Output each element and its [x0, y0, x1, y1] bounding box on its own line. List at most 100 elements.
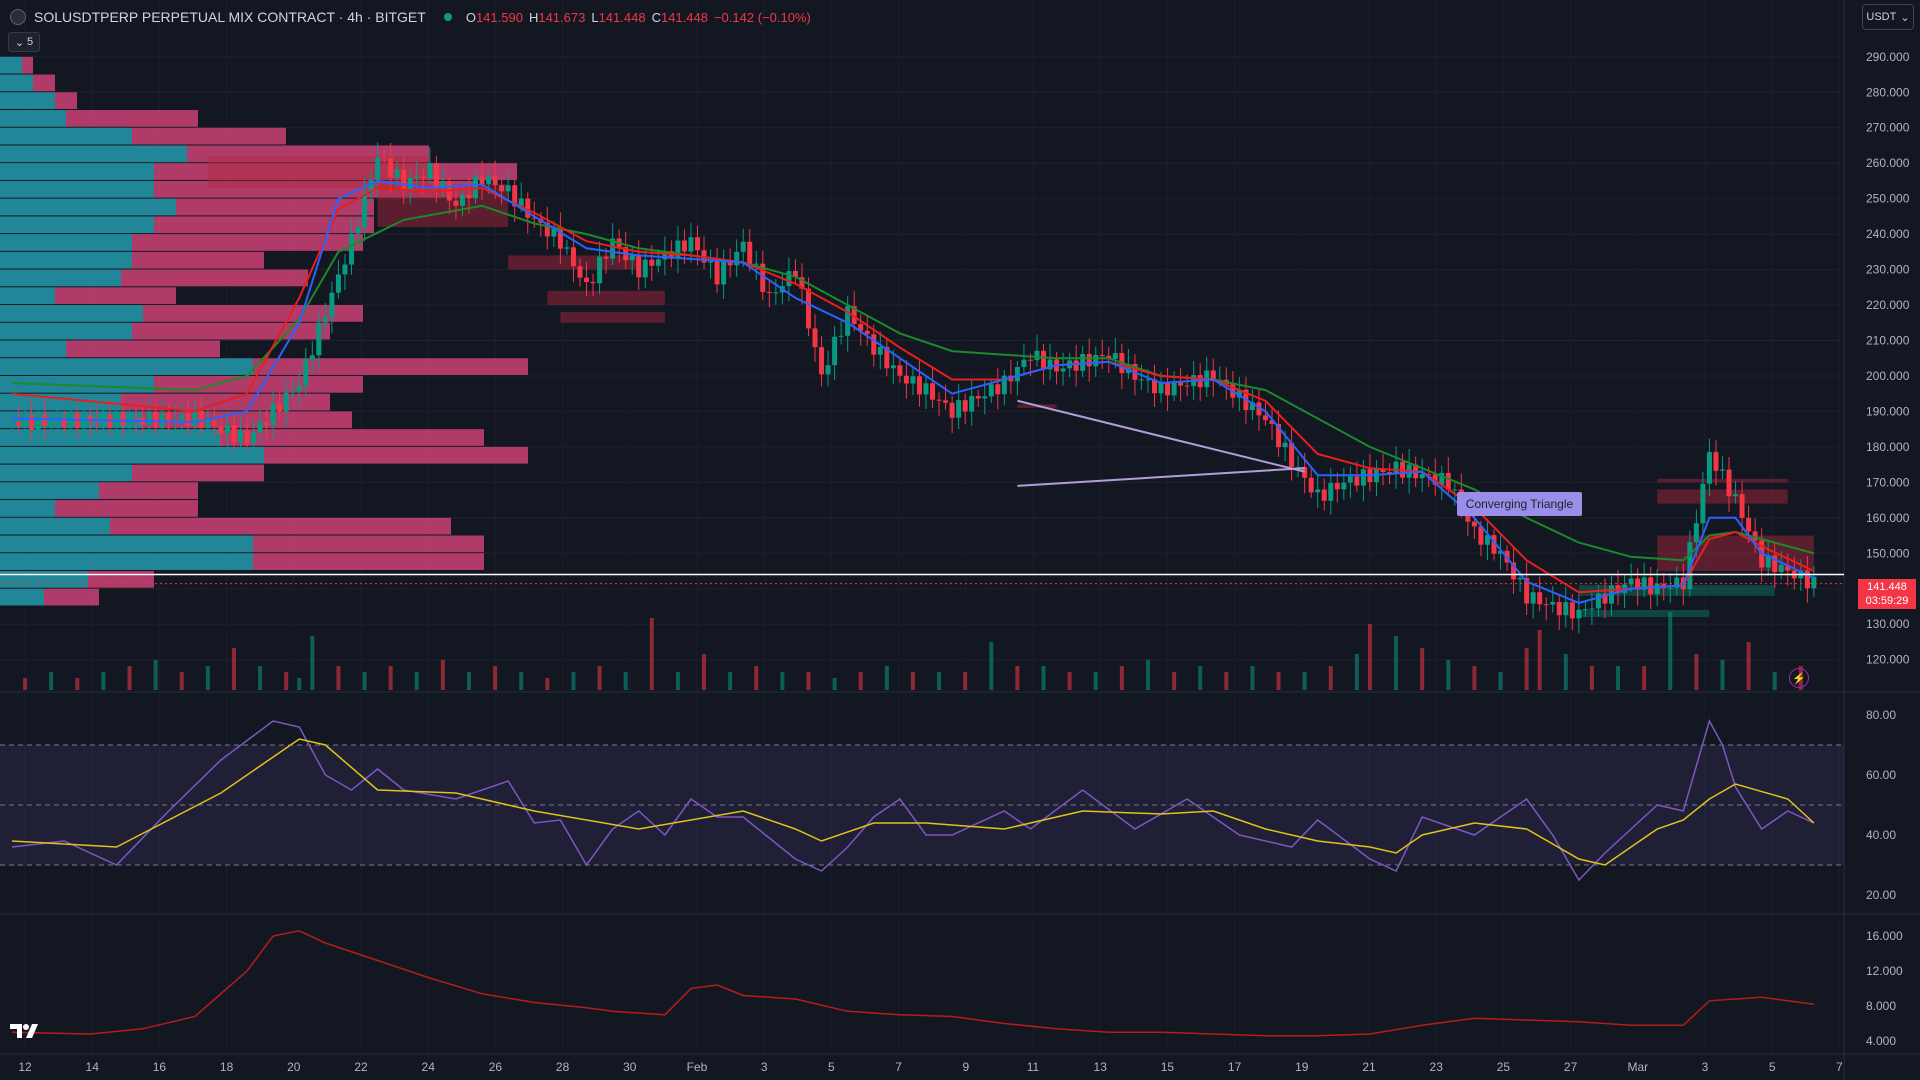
candle-body — [459, 194, 465, 206]
candle-body — [211, 420, 217, 427]
candle-body — [22, 415, 28, 426]
candle-body — [681, 240, 687, 252]
candle-body — [518, 198, 524, 207]
volume-bar — [832, 678, 837, 690]
volume-profile-sell — [121, 269, 308, 287]
candle-body — [185, 414, 191, 426]
volume-profile-buy — [0, 287, 55, 305]
volume-bar — [75, 678, 80, 690]
candle-body — [401, 169, 407, 191]
candle-body — [975, 395, 981, 399]
currency-select[interactable]: USDT ⌄ — [1862, 4, 1914, 30]
volume-bar — [597, 666, 602, 690]
volume-bar — [545, 678, 550, 690]
price-tick-label: 200.000 — [1866, 369, 1910, 383]
low-label: L — [591, 9, 599, 25]
candle-body — [1138, 379, 1144, 381]
time-tick-label: 19 — [1295, 1060, 1309, 1074]
time-tick-label: 21 — [1362, 1060, 1376, 1074]
candle-body — [1269, 420, 1275, 424]
candle-body — [35, 414, 41, 430]
volume-profile-buy — [0, 393, 121, 411]
volume-bar — [1498, 672, 1503, 690]
volume-profile-sell — [132, 251, 264, 269]
bar-countdown: 03:59:29 — [1865, 595, 1909, 607]
volume-bar — [205, 666, 210, 690]
candle-body — [603, 256, 609, 259]
candle-body — [884, 346, 890, 369]
candle-body — [440, 181, 446, 187]
candle-body — [1152, 379, 1157, 394]
time-tick-label: 20 — [287, 1060, 301, 1074]
candle-body — [87, 415, 93, 422]
candle-body — [1060, 368, 1066, 372]
ema-fast-line — [11, 179, 1815, 604]
volume-bar — [1302, 672, 1307, 690]
candle-body — [792, 271, 798, 278]
candle-body — [936, 399, 942, 401]
volume-bar — [310, 636, 315, 690]
candle-body — [812, 328, 818, 348]
candle-body — [858, 323, 864, 331]
volume-bar — [1772, 672, 1777, 690]
rsi-ma-line — [11, 738, 1815, 866]
volume-profile-sell — [55, 92, 77, 110]
volume-bar — [571, 672, 576, 690]
candle-body — [16, 422, 22, 426]
volume-bar — [179, 672, 184, 690]
volume-bar — [1328, 666, 1333, 690]
candle-body — [9, 422, 15, 424]
indicators-toggle-button[interactable]: ⌄ 5 — [8, 32, 40, 52]
time-tick-label: 5 — [1769, 1060, 1776, 1074]
candle-body — [146, 411, 152, 425]
volume-bar — [675, 672, 680, 690]
candle-body — [1648, 577, 1654, 595]
candle-body — [1289, 442, 1295, 468]
pattern-label[interactable]: Converging Triangle — [1457, 492, 1582, 516]
price-tick-label: 260.000 — [1866, 156, 1910, 170]
volume-bar — [297, 678, 302, 690]
price-tick-label: 240.000 — [1866, 227, 1910, 241]
candle-body — [270, 403, 276, 425]
volume-profile-sell — [132, 322, 330, 340]
candle-body — [159, 413, 165, 427]
tradingview-logo-icon[interactable] — [10, 1020, 44, 1040]
supply-zone — [560, 312, 665, 323]
volume-bar — [754, 666, 759, 690]
candle-body — [1635, 578, 1641, 590]
volume-profile-buy — [0, 535, 253, 553]
candle-body — [1778, 564, 1784, 573]
chart-title[interactable]: SOLUSDTPERP PERPETUAL MIX CONTRACT · 4h … — [34, 9, 426, 25]
time-tick-label: 11 — [1027, 1060, 1040, 1074]
candle-body — [1556, 602, 1562, 616]
volume-bar — [806, 672, 811, 690]
candle-body — [1746, 517, 1752, 532]
candle-body — [394, 169, 400, 178]
price-tick-label: 160.000 — [1866, 511, 1910, 525]
volume-bar — [1015, 666, 1020, 690]
volume-profile-sell — [154, 180, 473, 198]
time-tick-label: 9 — [962, 1060, 969, 1074]
price-tick-label: 210.000 — [1866, 333, 1910, 347]
volume-profile-sell — [55, 287, 176, 305]
volume-profile-sell — [55, 500, 198, 517]
candle-body — [956, 400, 962, 418]
lower-tick-label: 16.000 — [1866, 929, 1903, 943]
candle-body — [753, 263, 759, 265]
volume-profile-sell — [88, 570, 154, 588]
candle-body — [499, 185, 505, 192]
candle-body — [505, 185, 511, 192]
change-value: −0.142 (−0.10%) — [713, 9, 811, 25]
volume-profile-sell — [253, 553, 484, 570]
volume-profile-buy — [0, 553, 253, 570]
candle-body — [368, 179, 374, 193]
lightning-icon[interactable]: ⚡ — [1789, 668, 1809, 688]
candle-body — [1667, 587, 1673, 589]
candle-body — [923, 383, 929, 395]
rsi-line — [11, 719, 1815, 882]
candle-body — [525, 198, 531, 218]
candle-body — [1700, 483, 1706, 524]
volume-profile-sell — [154, 375, 363, 393]
symbol-icon — [10, 9, 26, 25]
